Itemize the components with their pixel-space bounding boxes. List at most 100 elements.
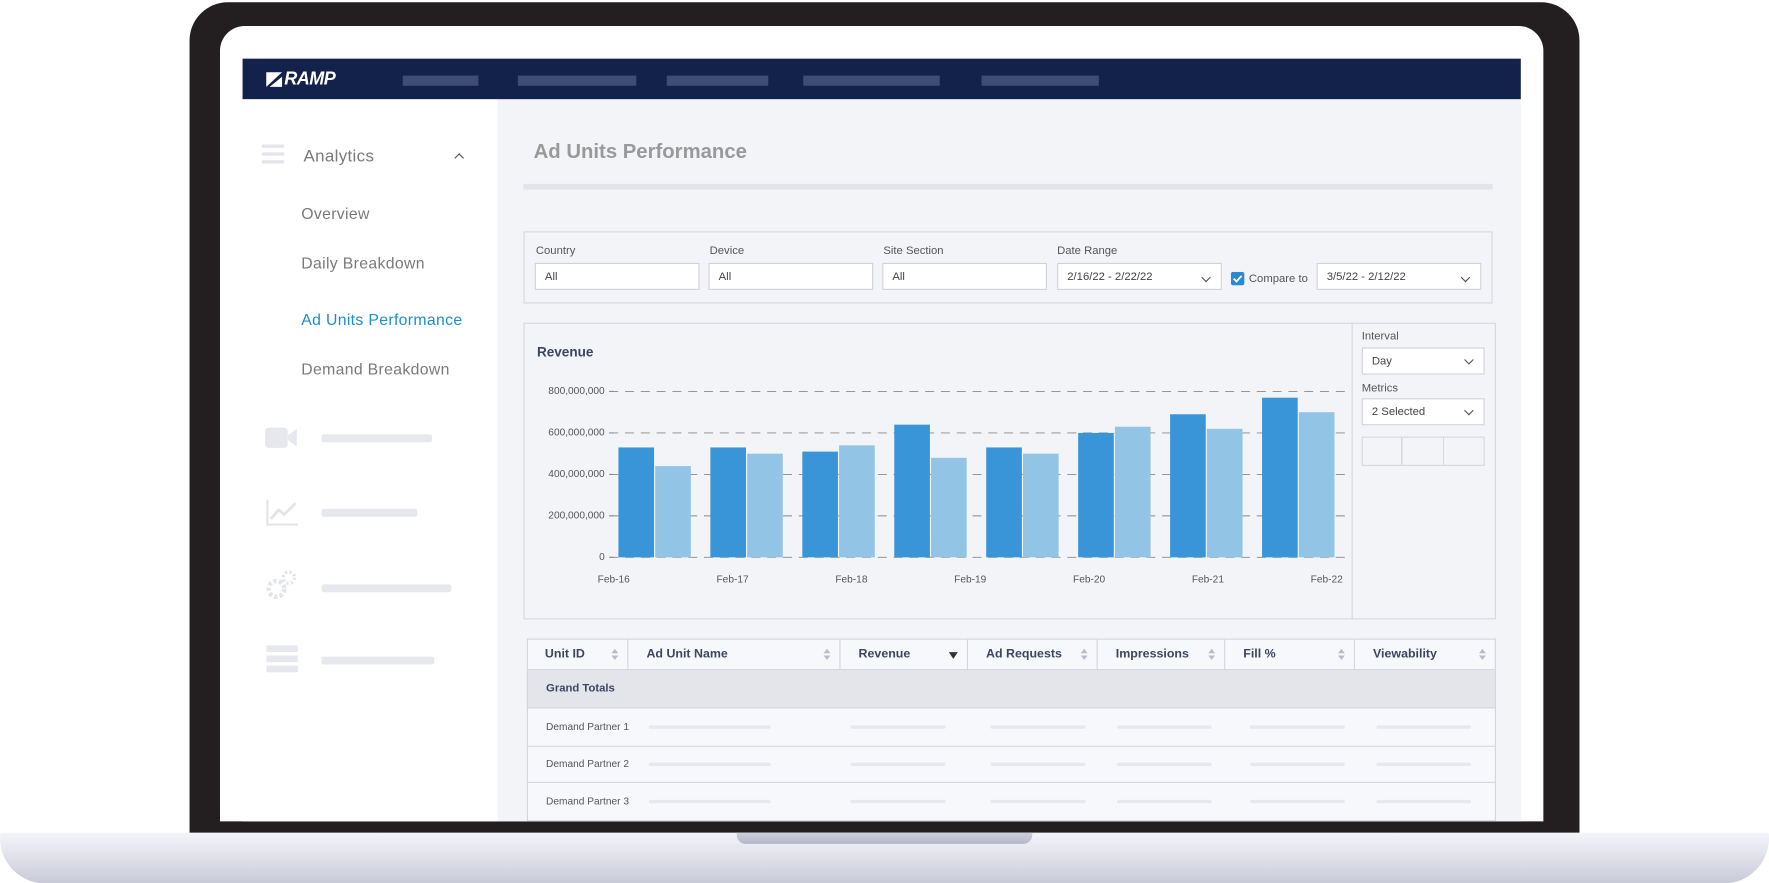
placeholder <box>321 434 433 443</box>
bar <box>1206 428 1243 558</box>
menu-icon <box>261 144 285 164</box>
video-icon <box>265 427 297 448</box>
compare-range-select[interactable]: 3/5/22 - 2/12/22 <box>1316 262 1482 290</box>
compare-checkbox[interactable] <box>1230 271 1245 286</box>
bar <box>931 457 967 558</box>
bar <box>1298 412 1335 558</box>
nav-item[interactable] <box>981 75 1099 86</box>
placeholder <box>321 656 435 665</box>
revenue-chart: Revenue 0 200,000,000 400,000,000 600,000,0… <box>537 345 1345 586</box>
sort-icon <box>823 655 831 660</box>
bar <box>1262 397 1298 558</box>
logo[interactable]: RAMP <box>284 69 336 90</box>
nav-item[interactable] <box>666 75 769 86</box>
filter-label: Date Range <box>1057 244 1118 258</box>
sidebar-link[interactable]: Daily Breakdown <box>301 253 425 272</box>
bar <box>1170 414 1206 558</box>
logo-icon <box>266 72 283 87</box>
x-tick-label: Feb-21 <box>1192 575 1224 586</box>
column-header[interactable]: Ad Requests <box>968 638 1098 671</box>
bar <box>747 453 783 558</box>
bar <box>618 447 655 558</box>
column-header[interactable]: Revenue <box>841 638 968 671</box>
country-select[interactable]: All <box>534 262 700 290</box>
y-tick-label: 600,000,000 <box>548 428 605 439</box>
nav-item[interactable] <box>402 75 479 86</box>
column-label: Ad Requests <box>986 647 1062 662</box>
compare-label[interactable]: Compare to <box>1248 273 1308 286</box>
sort-icon <box>611 655 619 660</box>
title-rule <box>523 183 1493 190</box>
table-row[interactable]: Demand Partner 3 <box>526 782 1496 822</box>
column-label: Unit ID <box>544 647 585 662</box>
y-tick-label: 200,000,000 <box>548 511 605 522</box>
sort-icon <box>1208 655 1216 660</box>
nav-item[interactable] <box>517 75 637 86</box>
filter-label: Site Section <box>883 244 944 258</box>
row-label: Demand Partner 2 <box>546 758 630 770</box>
sort-icon <box>1479 648 1486 654</box>
placeholder <box>1250 762 1345 767</box>
chart-title: Revenue <box>537 345 594 360</box>
bar <box>802 451 838 558</box>
placeholder <box>990 762 1086 767</box>
table-row[interactable]: Demand Partner 2 <box>526 746 1496 783</box>
placeholder <box>990 725 1086 729</box>
nav-item[interactable] <box>803 75 940 86</box>
chart-panel-divider <box>1351 322 1353 620</box>
column-header[interactable]: Fill % <box>1225 638 1355 671</box>
sidebar-section[interactable]: Analytics <box>303 146 375 166</box>
metrics-select[interactable]: 2 Selected <box>1361 398 1485 426</box>
y-tick-label: 800,000,000 <box>548 386 605 397</box>
table-row[interactable]: Demand Partner 1 <box>526 708 1496 747</box>
column-header[interactable]: Ad Unit Name <box>628 638 841 671</box>
placeholder <box>1116 799 1212 804</box>
site-section-select[interactable]: All <box>882 262 1047 290</box>
x-tick-label: Feb-19 <box>954 575 986 586</box>
placeholder <box>1376 799 1472 804</box>
placeholder <box>1250 725 1345 729</box>
bar <box>894 424 930 558</box>
sidebar <box>242 99 498 822</box>
sort-icon <box>1208 648 1216 654</box>
bar <box>655 466 691 558</box>
bar <box>986 447 1022 558</box>
sort-icon <box>1080 648 1088 654</box>
sort-icon <box>1338 655 1345 660</box>
row-label: Demand Partner 1 <box>546 720 630 733</box>
placeholder <box>321 584 452 593</box>
row-label: Demand Partner 3 <box>546 795 630 807</box>
control-label: Metrics <box>1361 382 1399 395</box>
bar <box>1022 453 1059 558</box>
placeholder <box>321 508 418 517</box>
column-header[interactable]: Impressions <box>1098 638 1226 671</box>
laptop-notch <box>736 832 1033 844</box>
bar <box>1114 426 1151 558</box>
sort-icon <box>611 648 619 654</box>
column-label: Fill % <box>1243 647 1276 662</box>
filter-label: Country <box>535 244 576 258</box>
sort-icon <box>1479 655 1486 660</box>
placeholder <box>648 762 771 767</box>
interval-select[interactable]: Day <box>1361 347 1485 375</box>
bar <box>710 447 747 558</box>
sort-icon <box>1080 655 1088 660</box>
device-select[interactable]: All <box>708 262 874 290</box>
filter-label: Device <box>709 244 745 258</box>
sidebar-link[interactable]: Overview <box>301 204 370 223</box>
date-range-select[interactable]: 2/16/22 - 2/22/22 <box>1057 262 1222 290</box>
column-header[interactable]: Unit ID <box>527 638 629 671</box>
settings-icon <box>266 570 297 600</box>
column-label: Impressions <box>1115 647 1189 662</box>
sidebar-link[interactable]: Demand Breakdown <box>301 359 450 378</box>
page-title: Ad Units Performance <box>533 139 747 163</box>
chart-panel <box>523 322 1496 620</box>
column-header[interactable]: Viewability <box>1355 638 1496 671</box>
sort-icon <box>823 648 831 654</box>
placeholder <box>1250 799 1345 804</box>
placeholder <box>990 799 1086 804</box>
sidebar-link-active[interactable]: Ad Units Performance <box>301 310 463 329</box>
placeholder <box>648 725 771 729</box>
